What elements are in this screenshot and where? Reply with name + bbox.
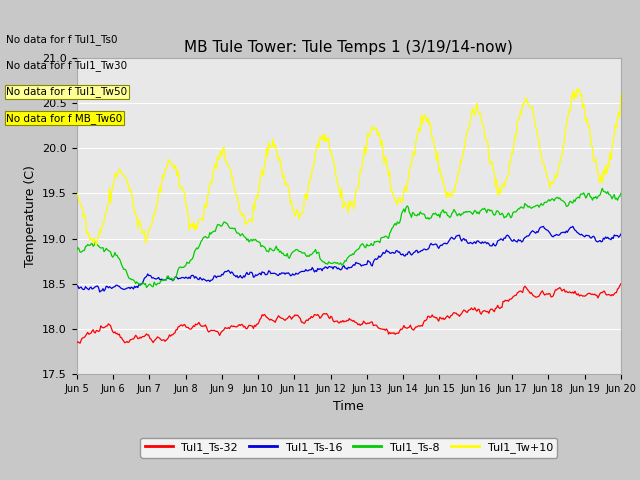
Title: MB Tule Tower: Tule Temps 1 (3/19/14-now): MB Tule Tower: Tule Temps 1 (3/19/14-now… (184, 40, 513, 55)
Text: No data for f Tul1_Ts0: No data for f Tul1_Ts0 (6, 34, 118, 45)
Y-axis label: Temperature (C): Temperature (C) (24, 165, 36, 267)
Text: No data for f MB_Tw60: No data for f MB_Tw60 (6, 113, 123, 124)
Legend: Tul1_Ts-32, Tul1_Ts-16, Tul1_Ts-8, Tul1_Tw+10: Tul1_Ts-32, Tul1_Ts-16, Tul1_Ts-8, Tul1_… (140, 438, 557, 457)
Text: No data for f Tul1_Tw50: No data for f Tul1_Tw50 (6, 86, 127, 97)
Text: No data for f Tul1_Tw30: No data for f Tul1_Tw30 (6, 60, 127, 71)
X-axis label: Time: Time (333, 400, 364, 413)
